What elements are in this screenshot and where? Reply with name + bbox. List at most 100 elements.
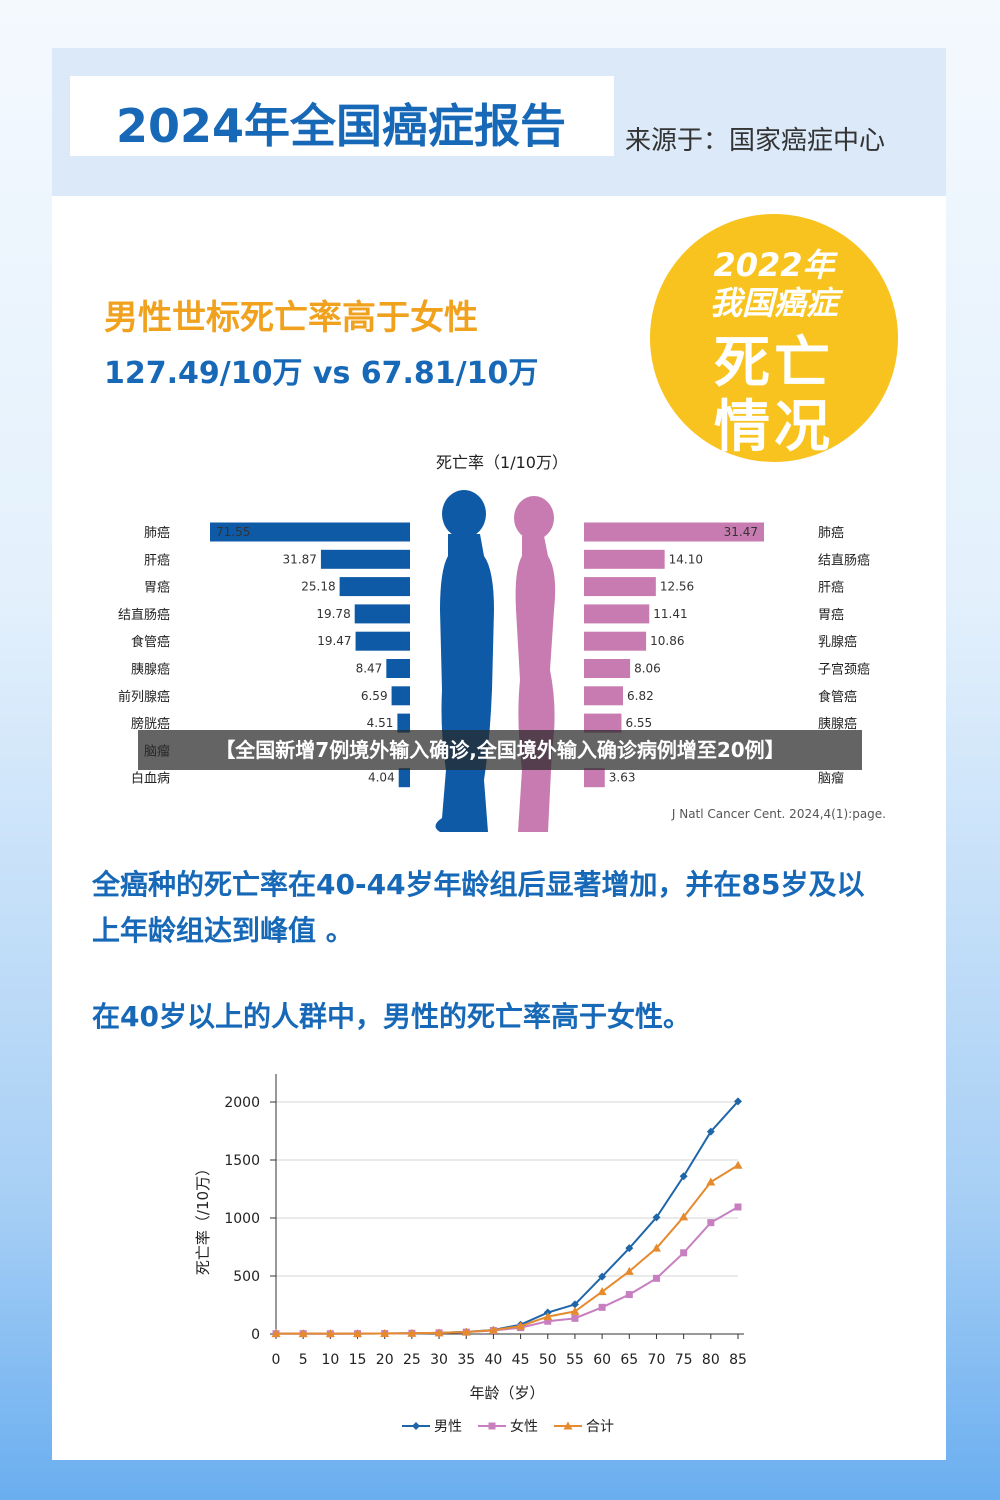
male-category-label: 膀胱癌 xyxy=(131,716,170,732)
series-line xyxy=(276,1206,739,1335)
male-bar xyxy=(354,604,410,624)
data-point xyxy=(651,1243,661,1252)
legend-label: 男性 xyxy=(434,1419,462,1435)
male-category-label: 前列腺癌 xyxy=(118,689,170,705)
female-bar xyxy=(584,659,631,678)
series-2 xyxy=(271,1160,743,1338)
series-line xyxy=(276,1164,739,1335)
x-axis-label: 年龄（岁） xyxy=(469,1384,544,1402)
age-death-rate-line-chart: 0 500 1000 1500 2000 0 5 10 15 20 25 30 35 40 45 50 55 60… xyxy=(194,1074,747,1435)
data-point xyxy=(298,1329,308,1338)
x-tick-label: 20 xyxy=(376,1352,394,1368)
male-data-label: 19.47 xyxy=(317,634,351,648)
female-bar xyxy=(584,604,650,624)
male-bar xyxy=(355,631,410,651)
data-point xyxy=(380,1329,390,1338)
x-tick-label: 10 xyxy=(321,1352,339,1368)
female-data-label: 6.82 xyxy=(627,689,654,703)
female-bar xyxy=(584,768,605,788)
data-point xyxy=(412,1422,420,1430)
badge-year: 2022年 xyxy=(713,246,835,284)
male-data-label: 4.04 xyxy=(368,771,395,785)
data-point xyxy=(679,1172,688,1181)
death-rate-bar-chart: 死亡率（1/10万） 肺癌 71.55 肝癌 31.87 胃癌 25.18 结直肠癌 19.78… xyxy=(118,453,886,832)
female-data-label: 12.56 xyxy=(660,580,694,594)
x-tick-label: 70 xyxy=(648,1352,666,1368)
male-data-label: 25.18 xyxy=(301,580,335,594)
x-tick-label: 55 xyxy=(566,1352,584,1368)
female-category-label: 胃癌 xyxy=(818,607,844,623)
female-bar xyxy=(584,713,622,733)
data-point xyxy=(461,1327,471,1336)
female-category-label: 乳腺癌 xyxy=(818,634,857,650)
female-category-label: 肝癌 xyxy=(818,580,844,596)
male-bar xyxy=(320,549,410,569)
data-point xyxy=(624,1266,634,1275)
male-category-label: 白血病 xyxy=(131,771,170,787)
female-bar xyxy=(584,522,764,542)
badge-death: 死亡 xyxy=(714,331,834,396)
male-category-label: 胰腺癌 xyxy=(131,662,170,678)
male-data-label: 8.47 xyxy=(356,662,383,676)
male-silhouette xyxy=(435,490,494,832)
male-bar xyxy=(397,713,410,733)
data-point xyxy=(544,1317,552,1325)
female-bar xyxy=(584,577,656,597)
x-tick-label: 25 xyxy=(403,1352,421,1368)
male-data-label: 6.59 xyxy=(361,689,388,703)
female-silhouette xyxy=(514,496,556,832)
data-point xyxy=(571,1314,579,1322)
summary-badge: 2022年 我国癌症 死亡 情况 xyxy=(650,214,898,462)
data-point xyxy=(488,1422,496,1430)
x-tick-label: 15 xyxy=(349,1352,367,1368)
data-point xyxy=(733,1160,743,1169)
male-category-label: 食管癌 xyxy=(131,634,170,650)
male-bar xyxy=(210,522,410,542)
data-point xyxy=(598,1272,607,1281)
x-tick-label: 50 xyxy=(539,1352,557,1368)
badge-situation: 情况 xyxy=(714,395,834,460)
headline-rates: 127.49/10万 vs 67.81/10万 xyxy=(104,356,539,391)
x-tick-label: 30 xyxy=(430,1352,448,1368)
female-category-label: 肺癌 xyxy=(818,525,844,541)
female-head xyxy=(514,496,554,540)
data-point xyxy=(325,1329,335,1338)
data-point xyxy=(407,1328,417,1337)
news-banner: 【全国新增7例境外输入确诊,全国境外输入确诊病例增至20例】 xyxy=(138,730,862,770)
data-point xyxy=(570,1300,579,1309)
data-point xyxy=(271,1329,281,1338)
male-category-label: 肺癌 xyxy=(144,525,170,541)
female-category-label: 结直肠癌 xyxy=(818,552,870,568)
male-category-label: 肝癌 xyxy=(144,552,170,568)
x-tick-label: 45 xyxy=(512,1352,530,1368)
female-bar xyxy=(584,631,647,651)
data-point xyxy=(734,1097,742,1106)
y-tick-label: 0 xyxy=(251,1327,260,1343)
data-point xyxy=(543,1312,553,1321)
x-tick-label: 40 xyxy=(484,1352,502,1368)
data-point xyxy=(625,1244,634,1253)
x-tick-label: 35 xyxy=(457,1352,475,1368)
legend-label: 合计 xyxy=(586,1419,614,1435)
data-point xyxy=(516,1321,526,1330)
male-data-label: 31.87 xyxy=(283,552,317,566)
x-tick-label: 60 xyxy=(593,1352,611,1368)
title-box xyxy=(70,76,614,156)
data-point xyxy=(734,1203,742,1211)
data-point xyxy=(680,1249,688,1257)
data-point xyxy=(707,1219,715,1227)
x-tick-label: 0 xyxy=(272,1352,281,1368)
male-category-label: 胃癌 xyxy=(144,580,170,596)
y-tick-label: 1000 xyxy=(224,1211,260,1227)
data-point xyxy=(652,1274,660,1282)
female-body xyxy=(515,536,556,832)
data-point xyxy=(353,1329,363,1338)
female-data-label: 14.10 xyxy=(669,552,703,566)
x-tick-label: 5 xyxy=(299,1352,308,1368)
bar-chart-title: 死亡率（1/10万） xyxy=(436,453,568,472)
y-tick-label: 1500 xyxy=(224,1153,260,1169)
x-tick-label: 65 xyxy=(620,1352,638,1368)
y-axis-label: 死亡率（/10万） xyxy=(194,1161,212,1275)
data-point xyxy=(679,1212,689,1221)
data-point xyxy=(570,1306,580,1315)
